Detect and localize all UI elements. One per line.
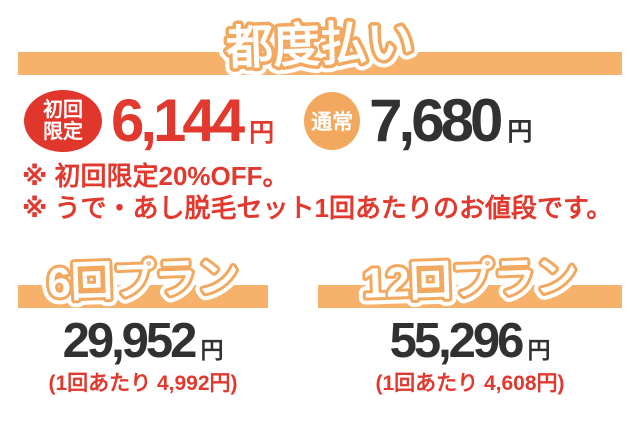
plan-12-yen-unit: 円 [527, 337, 551, 364]
regular-price: 7,680 [369, 87, 503, 154]
price-row: 初回 限定 6,144 円 通常 7,680 円 [24, 90, 640, 152]
plan-6-yen-unit: 円 [200, 337, 224, 364]
first-time-badge-line2: 限定 [43, 121, 83, 143]
pay-per-visit-banner: 都度払い 都度払い [18, 7, 622, 82]
plan-12-price: 55,296 [389, 314, 525, 369]
plan-6-banner-bar [18, 285, 268, 309]
first-time-yen-unit: 円 [249, 119, 275, 147]
plan-6-price: 29,952 [62, 314, 198, 369]
plan-6-title: 6回プラン [47, 253, 240, 307]
first-time-price: 6,144 [111, 87, 245, 154]
plan-12-per-session-price: (1回あたり 4,608円) [375, 372, 565, 396]
plan-12-price-line: 55,296 円 [318, 317, 622, 366]
plan-6-sessions: 6回プラン 6回プラン 29,952 円 (1回あたり 4,992円) [18, 238, 268, 394]
plan-12-banner-bar [318, 285, 622, 309]
plan-6-price-line: 29,952 円 [18, 317, 268, 366]
banner-bar [18, 52, 622, 75]
banner-title-outline: 都度払い [224, 15, 415, 75]
regular-badge: 通常 [304, 92, 361, 150]
first-time-price-group: 初回 限定 6,144 円 [24, 90, 274, 152]
plan-6-per-session-price: (1回あたり 4,992円) [48, 372, 238, 396]
banner-title: 都度払い [224, 15, 415, 75]
regular-badge-label: 通常 [311, 111, 354, 134]
first-time-badge-line1: 初回 [43, 98, 83, 121]
regular-yen-unit: 円 [507, 118, 533, 146]
first-time-badge: 初回 限定 [24, 90, 102, 152]
note-line-1: ※ 初回限定20%OFF。 [22, 161, 289, 191]
plan-12-sessions: 12回プラン 12回プラン 55,296 円 (1回あたり 4,608円) [318, 238, 622, 394]
plan-12-title: 12回プラン [362, 253, 578, 307]
notes: ※ 初回限定20%OFF。 ※ うで・あし脱毛セット1回あたりのお値段です。 [22, 160, 640, 224]
plan-12-title-banner: 12回プラン 12回プラン [318, 246, 622, 309]
regular-price-group: 通常 7,680 円 [304, 91, 532, 151]
note-line-2: ※ うで・あし脱毛セット1回あたりのお値段です。 [22, 193, 613, 224]
plans-row: 6回プラン 6回プラン 29,952 円 (1回あたり 4,992円) 12回プ… [0, 238, 640, 394]
plan-6-title-banner: 6回プラン 6回プラン [18, 246, 268, 309]
